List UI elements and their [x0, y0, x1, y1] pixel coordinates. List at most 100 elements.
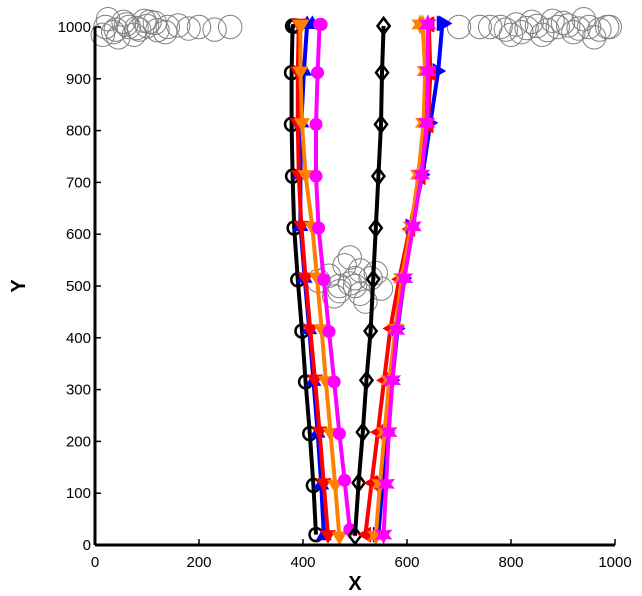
gray-circle — [530, 22, 555, 47]
marker-filled-circle — [314, 17, 328, 31]
y-axis-title: Y — [8, 279, 30, 293]
gray-circle — [342, 273, 368, 299]
gray-circle — [545, 14, 570, 40]
gray-circle — [571, 7, 596, 32]
marker-filled-circle — [311, 66, 325, 80]
series-line — [298, 23, 342, 538]
gray-circle — [478, 14, 503, 40]
gray-circle — [556, 13, 581, 38]
gray-circle — [137, 9, 162, 35]
gray-circle — [90, 22, 116, 47]
gray-circle — [353, 289, 378, 314]
marker-triangle-down — [331, 531, 348, 546]
y-tick-label: 300 — [66, 382, 91, 399]
gray-circle — [514, 15, 539, 41]
marker-filled-circle — [309, 117, 323, 131]
marker-triangle-down — [311, 426, 328, 441]
y-tick-label: 500 — [66, 278, 91, 295]
marker-diamond — [373, 114, 389, 135]
gray-circle — [561, 19, 586, 45]
gray-circle — [488, 14, 513, 40]
marker-star — [418, 112, 436, 133]
gray-circle-cluster — [90, 7, 622, 314]
gray-circle — [576, 14, 602, 40]
gray-circle — [116, 14, 142, 40]
y-tick-label: 800 — [66, 123, 91, 140]
gray-circle — [121, 22, 147, 47]
gray-circle — [467, 14, 492, 40]
gray-circle — [332, 253, 357, 278]
gray-circle — [550, 10, 576, 36]
marker-diamond — [376, 15, 392, 37]
x-tick-label: 0 — [91, 554, 99, 571]
series-line — [353, 25, 386, 536]
marker-star — [367, 525, 385, 546]
marker-filled-circle — [338, 473, 352, 487]
gray-circle — [498, 22, 524, 47]
marker-triangle-down — [302, 324, 319, 339]
marker-triangle-down — [315, 478, 332, 492]
marker-triangle-down — [293, 220, 310, 235]
marker-star — [377, 473, 395, 494]
marker-filled-circle — [317, 273, 331, 287]
marker-star — [383, 370, 402, 391]
gray-circle — [509, 19, 534, 45]
marker-diamond — [351, 472, 367, 493]
gray-circle — [327, 278, 352, 304]
marker-triangle-down — [293, 118, 310, 132]
marker-filled-circle — [309, 169, 323, 183]
series-layer — [283, 14, 453, 546]
marker-filled-circle — [327, 375, 341, 389]
series-6 — [372, 15, 453, 543]
y-tick-label: 100 — [66, 485, 91, 502]
gray-circle — [519, 9, 544, 35]
gray-circle — [524, 13, 550, 39]
marker-diamond — [365, 269, 381, 290]
gray-circle — [348, 281, 373, 306]
marker-star — [374, 524, 393, 545]
gray-circle — [337, 245, 362, 270]
marker-star — [380, 422, 398, 443]
marker-diamond — [355, 421, 371, 443]
x-tick-label: 800 — [498, 554, 523, 571]
gray-circle — [493, 17, 518, 42]
gray-circle — [176, 16, 201, 41]
marker-star — [412, 164, 431, 185]
series-2 — [289, 18, 336, 544]
gray-circle — [186, 14, 212, 40]
gray-circle — [540, 8, 565, 33]
x-tick-label: 1000 — [598, 554, 631, 571]
marker-triangle-down — [292, 66, 309, 81]
marker-triangle-down — [297, 272, 314, 287]
marker-filled-circle — [343, 522, 357, 536]
series-line — [314, 22, 352, 530]
y-tick-label: 0 — [83, 537, 91, 554]
gray-circle — [111, 9, 136, 35]
axes: 0 200 400 600 800 1000 0 100 200 300 400 500 600 700 8… — [58, 19, 632, 571]
marker-diamond — [363, 320, 379, 342]
gray-circle — [582, 25, 607, 50]
gray-circle — [322, 284, 347, 309]
gray-circle — [446, 14, 472, 40]
marker-triangle-down — [319, 530, 336, 544]
x-tick-label: 600 — [394, 554, 419, 571]
series-9 — [374, 14, 437, 545]
marker-filled-circle — [322, 325, 336, 339]
marker-diamond — [374, 62, 390, 83]
y-tick-label: 600 — [66, 226, 91, 243]
gray-circle — [358, 266, 383, 291]
marker-filled-circle — [332, 427, 346, 441]
series-4 — [309, 17, 357, 536]
gray-circle — [155, 14, 181, 40]
gray-circle — [218, 14, 243, 40]
marker-star — [419, 61, 437, 81]
marker-triangle-down — [306, 374, 323, 389]
marker-star — [411, 14, 429, 35]
gray-circle — [595, 14, 620, 40]
y-tick-label: 1000 — [58, 19, 91, 36]
marker-star — [371, 473, 389, 494]
series-line — [295, 22, 330, 536]
y-tick-label: 900 — [66, 71, 91, 88]
gray-circle — [504, 12, 529, 37]
